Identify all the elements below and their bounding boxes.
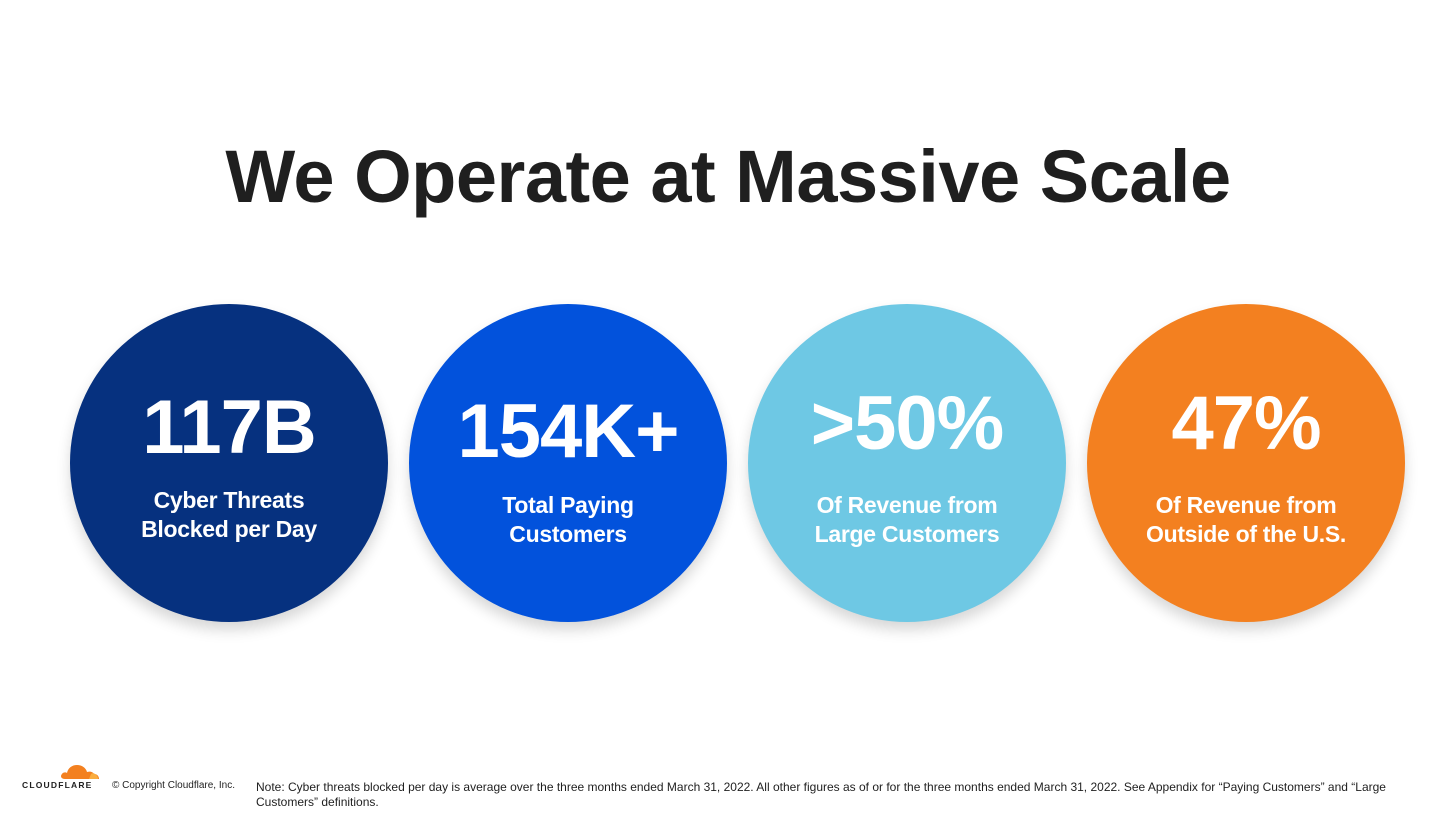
stat-label-line: Blocked per Day [141,516,317,542]
stat-label-line: Total Paying [502,492,634,518]
stat-label-line: Of Revenue from [816,492,998,518]
stat-label-line: Of Revenue from [1155,492,1337,518]
stat-label: Of Revenue from Large Customers [768,491,1046,549]
stat-circle-threats: 117B Cyber Threats Blocked per Day [70,304,388,622]
stat-value: 154K+ [457,389,679,474]
stat-circle-large-customers: >50% Of Revenue from Large Customers [748,304,1066,622]
stat-value: 117B [142,385,317,470]
stat-label: Total Paying Customers [429,491,707,549]
footnote: Note: Cyber threats blocked per day is a… [256,780,1386,809]
stat-value: >50% [810,381,1005,466]
stat-label-line: Outside of the U.S. [1145,521,1347,547]
stat-label-line: Customers [509,521,627,547]
copyright-text: © Copyright Cloudflare, Inc. [112,780,235,791]
stat-label-line: Cyber Threats [153,487,305,513]
slide-footer: CLOUDFLARE © Copyright Cloudflare, Inc. … [0,760,1456,821]
stat-circle-customers: 154K+ Total Paying Customers [409,304,727,622]
slide-title: We Operate at Massive Scale [225,135,1231,218]
stat-circle-international: 47% Of Revenue from Outside of the U.S. [1087,304,1405,622]
cloudflare-logo: CLOUDFLARE [22,760,104,794]
stat-value: 47% [1171,381,1321,466]
cloud-icon [61,765,99,779]
stat-label: Cyber Threats Blocked per Day [90,486,368,544]
brand-wordmark: CLOUDFLARE [22,780,93,790]
stat-label: Of Revenue from Outside of the U.S. [1107,491,1385,549]
stat-label-line: Large Customers [814,521,1000,547]
